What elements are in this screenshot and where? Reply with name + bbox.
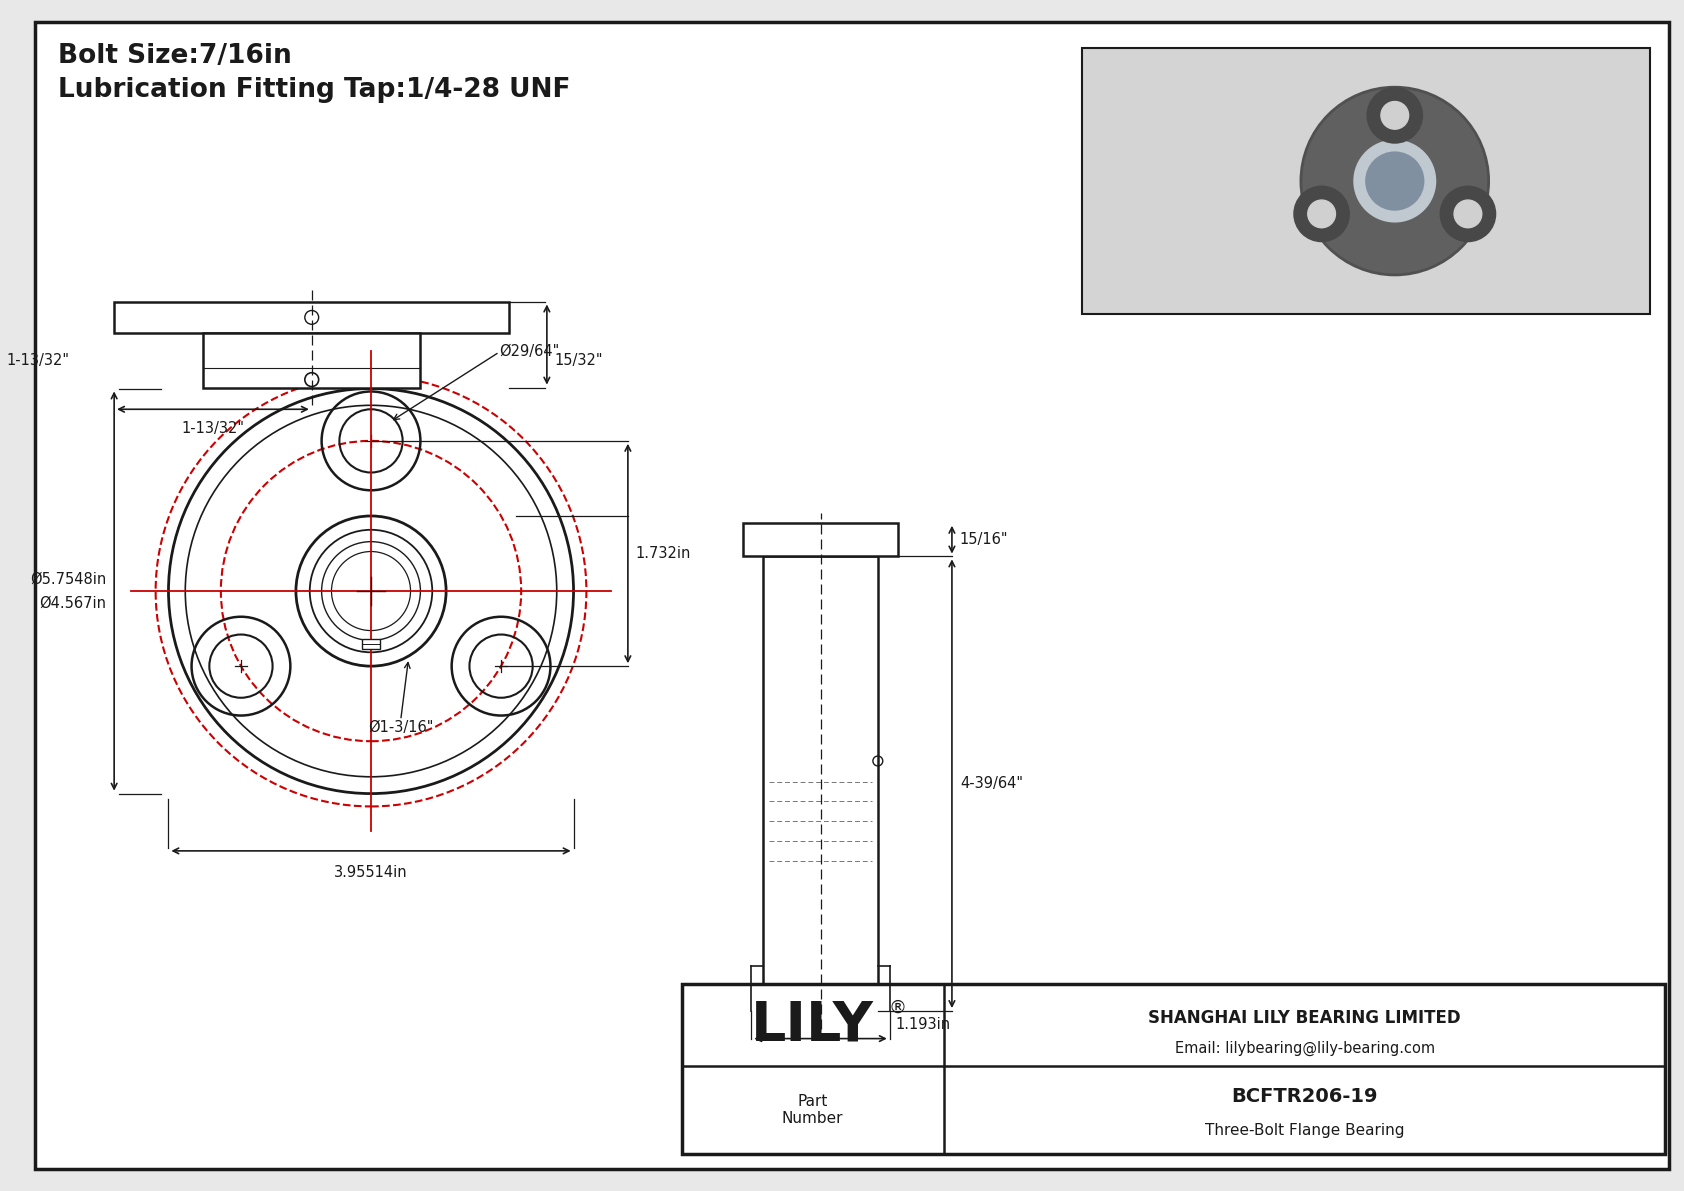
Text: Ø4.567in: Ø4.567in (39, 596, 106, 611)
Circle shape (1293, 186, 1349, 242)
Bar (1083, 48, 1650, 314)
Text: Three-Bolt Flange Bearing: Three-Bolt Flange Bearing (1204, 1123, 1404, 1137)
Circle shape (1354, 139, 1436, 223)
Text: ®: ® (889, 998, 906, 1016)
Bar (682, 984, 1665, 1154)
Text: 1.193in: 1.193in (896, 1017, 951, 1033)
Text: SHANGHAI LILY BEARING LIMITED: SHANGHAI LILY BEARING LIMITED (1148, 1009, 1462, 1028)
Circle shape (1367, 88, 1423, 143)
Bar (743, 523, 898, 556)
Text: 15/32": 15/32" (554, 353, 603, 368)
Text: Bolt Size:7/16in: Bolt Size:7/16in (57, 43, 291, 69)
Text: Ø1-3/16": Ø1-3/16" (369, 721, 433, 736)
Text: Lubrication Fitting Tap:1/4-28 UNF: Lubrication Fitting Tap:1/4-28 UNF (57, 77, 571, 104)
Circle shape (1366, 151, 1425, 211)
Text: Ø5.7548in: Ø5.7548in (30, 572, 106, 587)
Bar (115, 301, 509, 333)
Bar (362, 640, 381, 649)
Text: BCFTR206-19: BCFTR206-19 (1231, 1087, 1378, 1106)
Circle shape (1302, 87, 1489, 275)
Text: 15/16": 15/16" (960, 532, 1009, 547)
Text: LILY: LILY (751, 998, 874, 1052)
Text: 1.732in: 1.732in (637, 545, 690, 561)
Text: 4-39/64": 4-39/64" (960, 777, 1022, 791)
Text: 1-13/32": 1-13/32" (182, 422, 244, 436)
Circle shape (1440, 186, 1495, 242)
Text: 3.95514in: 3.95514in (333, 865, 408, 880)
Circle shape (1308, 200, 1335, 227)
Bar (204, 333, 421, 387)
Bar (763, 556, 877, 1011)
Circle shape (1381, 101, 1408, 129)
Text: 1-13/32": 1-13/32" (7, 353, 69, 368)
Text: Ø29/64": Ø29/64" (500, 344, 559, 360)
Text: Email: lilybearing@lily-bearing.com: Email: lilybearing@lily-bearing.com (1174, 1041, 1435, 1056)
Circle shape (1453, 200, 1482, 227)
Text: Part
Number: Part Number (781, 1093, 844, 1127)
